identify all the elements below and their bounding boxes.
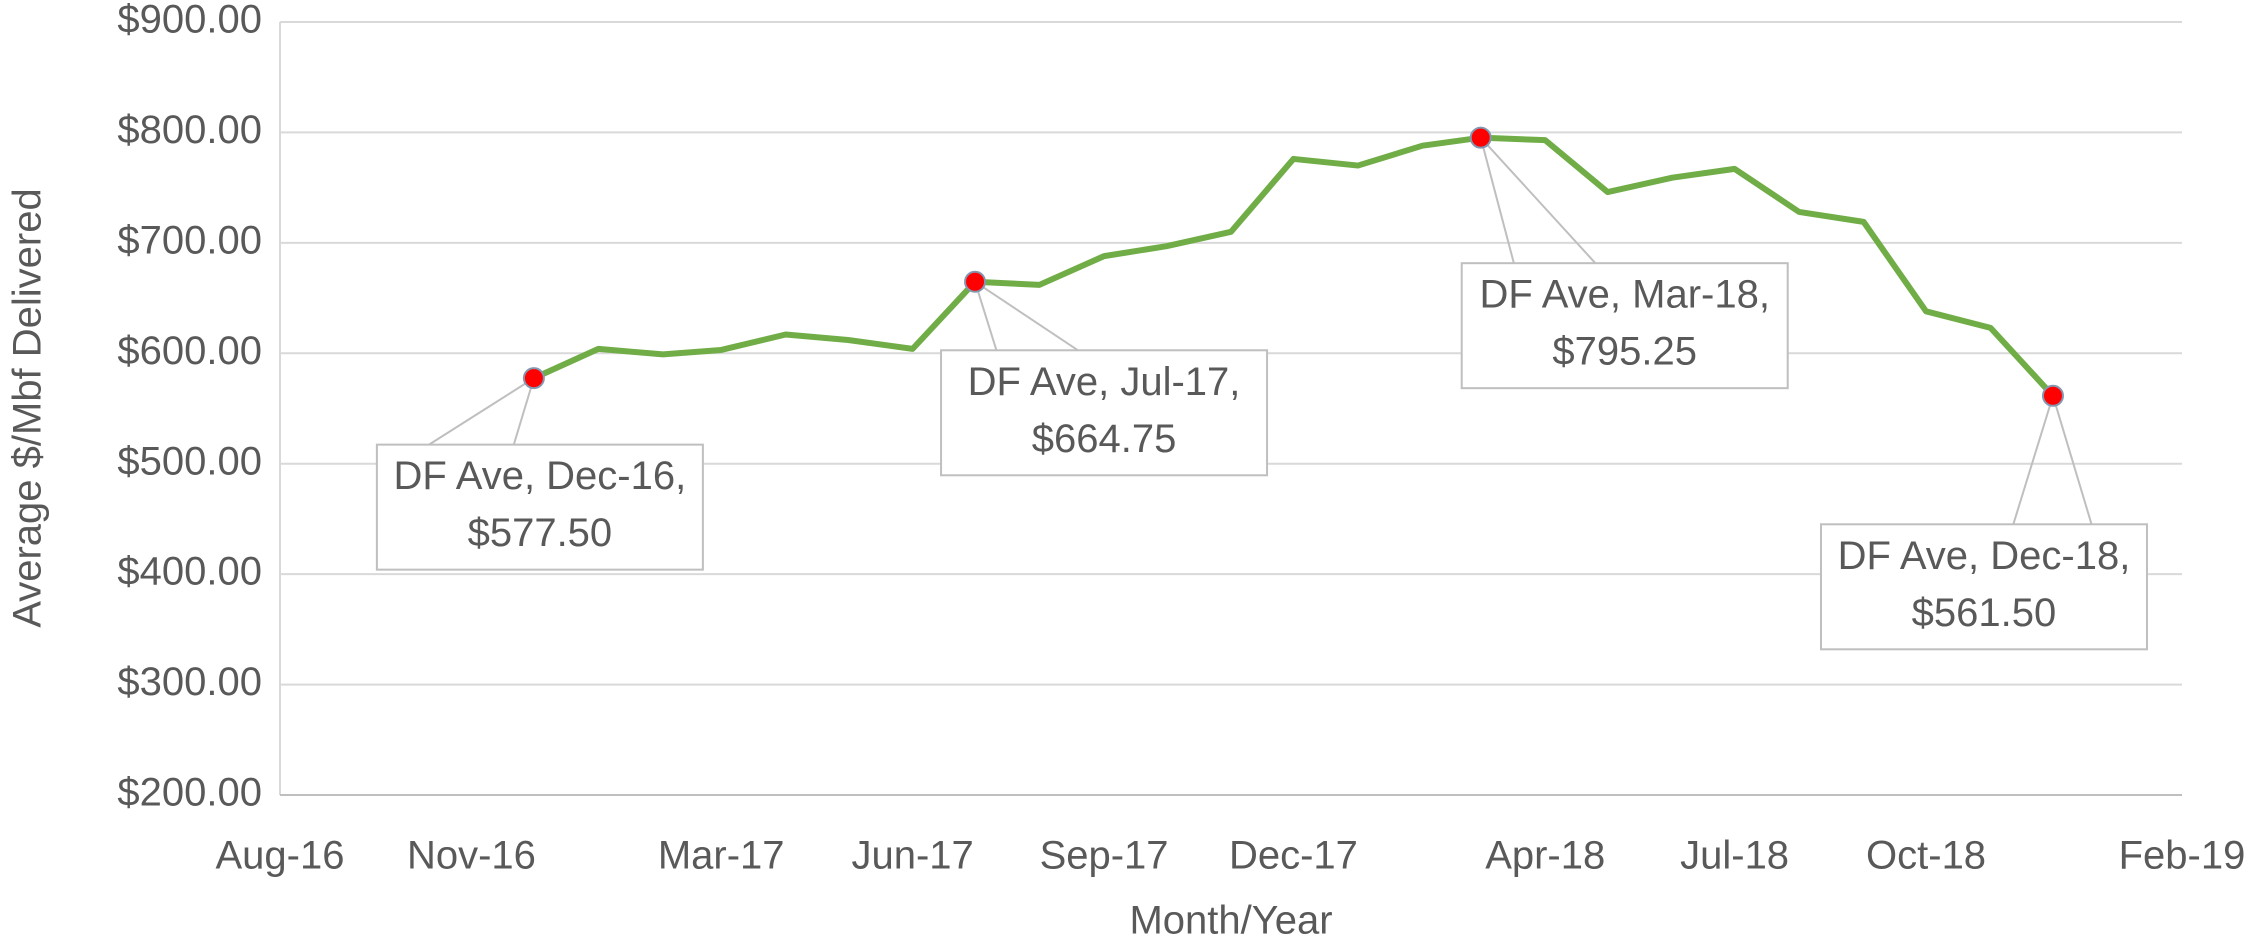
leader-line [1479, 136, 1597, 264]
y-tick-label: $400.00 [117, 550, 262, 594]
x-tick-label: Feb-19 [2119, 834, 2246, 878]
marker [2041, 384, 2064, 407]
leader-line [2052, 395, 2093, 525]
annotation-box [375, 443, 704, 571]
annotation-text: $795.25 [1552, 330, 1697, 374]
x-tick-label: Jul-18 [1680, 834, 1789, 878]
annotation-text: DF Ave, Mar-18, [1479, 273, 1769, 317]
leader-line [512, 377, 535, 445]
x-tick-label: Aug-16 [216, 834, 345, 878]
leader-line [428, 377, 535, 446]
x-tick-label: Jun-17 [851, 834, 973, 878]
x-tick-label: Oct-18 [1866, 834, 1986, 878]
y-tick-label: $800.00 [117, 108, 262, 152]
x-tick-label: Nov-16 [407, 834, 536, 878]
y-tick-label: $600.00 [117, 329, 262, 373]
y-tick-label: $500.00 [117, 439, 262, 483]
y-tick-label: $900.00 [117, 0, 262, 42]
series-line [532, 134, 2056, 398]
x-tick-label: Apr-18 [1485, 834, 1605, 878]
marker [522, 367, 545, 390]
annotation-text: DF Ave, Dec-18, [1838, 534, 2131, 578]
y-tick-label: $300.00 [117, 660, 262, 704]
y-tick-label: $700.00 [117, 218, 262, 262]
leader-line [1479, 137, 1515, 264]
x-tick-label: Dec-17 [1229, 834, 1358, 878]
marker [1469, 126, 1492, 149]
y-tick-label: $200.00 [117, 771, 262, 815]
marker [964, 270, 987, 293]
annotation-text: $577.50 [468, 511, 613, 555]
annotation-text: DF Ave, Dec-16, [394, 454, 687, 498]
annotation-box [940, 349, 1269, 477]
leader-line [974, 281, 998, 351]
leader-line [2012, 395, 2054, 525]
leader-line [974, 280, 1079, 352]
x-tick-label: Mar-17 [658, 834, 785, 878]
annotation-box [1819, 523, 2148, 651]
y-axis-title: Average $/Mbf Delivered [6, 188, 50, 628]
annotation-text: $664.75 [1032, 417, 1177, 461]
annotation-box [1460, 262, 1789, 390]
x-tick-label: Sep-17 [1040, 834, 1169, 878]
annotation-text: DF Ave, Jul-17, [968, 360, 1241, 404]
x-axis-title: Month/Year [1129, 899, 1332, 943]
annotation-text: $561.50 [1912, 591, 2057, 635]
